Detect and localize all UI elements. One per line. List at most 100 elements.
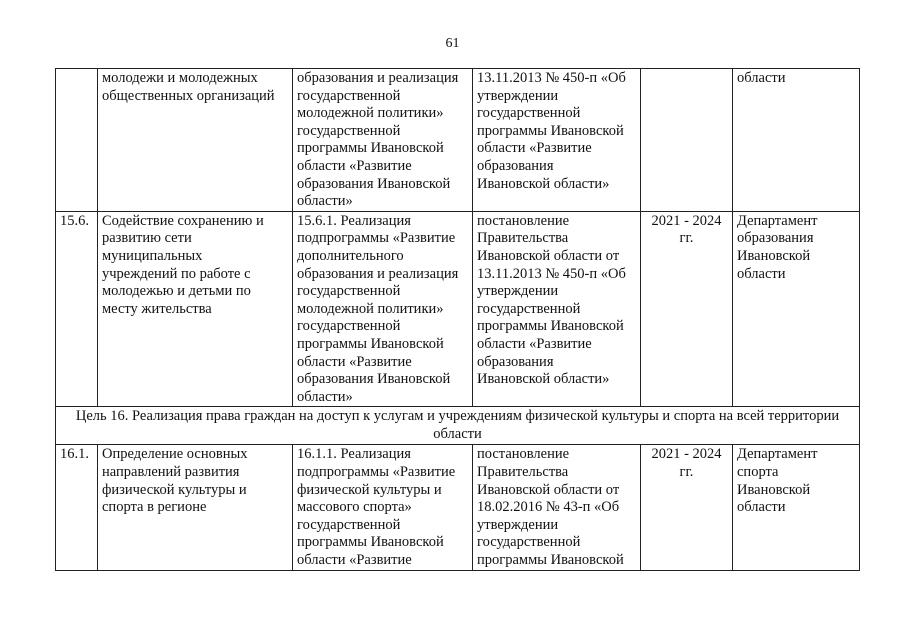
action-cell-line: области «Развитие — [297, 157, 412, 174]
action-cell-line: молодежной политики» — [297, 105, 444, 122]
action-cell: образования и реализация государственной м… — [292, 68, 473, 212]
document-cell-line: Правительства — [477, 230, 569, 247]
measure-cell-line: муниципальных — [102, 247, 203, 264]
measure-cell-line: молодежью и детьми по — [102, 283, 251, 300]
measure-cell-line: направлений развития — [102, 464, 240, 481]
responsible-cell-line: Департамент — [737, 212, 818, 229]
measure-cell-line: месту жительства — [102, 300, 212, 317]
page-number: 61 — [445, 36, 460, 51]
number-cell: 16.1. — [55, 444, 98, 571]
responsible-cell-line: Ивановской — [737, 247, 811, 264]
measure-cell: Содействие сохранению и развитию сети муни… — [97, 210, 293, 408]
measure-cell: молодежи и молодежных общественных органи… — [97, 68, 293, 212]
action-cell-line: 15.6.1. Реализация — [297, 212, 411, 229]
document-cell: постановление Правительства Ивановской обл… — [472, 210, 641, 408]
number-cell — [55, 68, 98, 212]
action-cell-line: массового спорта» — [297, 499, 412, 516]
action-cell-line: области «Развитие — [297, 552, 412, 569]
action-cell-line: программы Ивановской — [297, 140, 444, 157]
document-cell-line: утверждении — [477, 516, 559, 533]
action-cell-line: образования Ивановской — [297, 175, 451, 192]
period-cell-line: гг. — [679, 230, 694, 247]
measures-table: молодежи и молодежных общественных органи… — [55, 68, 860, 571]
document-cell-line: государственной — [477, 300, 581, 317]
document-cell-line: Ивановской области» — [477, 371, 610, 388]
measure-cell-line: Содействие сохранению и — [102, 212, 264, 229]
document-cell-line: государственной — [477, 534, 581, 551]
document-cell-line: постановление — [477, 446, 570, 463]
document-cell-line: постановление — [477, 212, 570, 229]
document-cell: постановление Правительства Ивановской обл… — [472, 444, 641, 571]
responsible-cell-line: области — [737, 265, 786, 282]
action-cell: 16.1.1. Реализация подпрограммы «Развитие… — [292, 444, 473, 571]
measure-cell-line: общественных организаций — [102, 87, 275, 104]
document-cell-line: Правительства — [477, 464, 569, 481]
action-cell-line: области «Развитие — [297, 353, 412, 370]
action-cell-line: области» — [297, 193, 353, 210]
document-cell-line: утверждении — [477, 87, 559, 104]
period-cell: 2021 - 2024 гг. — [640, 444, 733, 571]
responsible-cell: Департамент спорта Ивановской области — [732, 444, 860, 571]
action-cell-line: государственной — [297, 516, 401, 533]
number-cell-line: 15.6. — [60, 212, 89, 229]
action-cell-line: подпрограммы «Развитие — [297, 230, 456, 247]
action-cell: 15.6.1. Реализация подпрограммы «Развитие… — [292, 210, 473, 408]
action-cell-line: образования и реализация — [297, 265, 459, 282]
responsible-cell-line: спорта — [737, 464, 779, 481]
measure-cell-line: учреждений по работе с — [102, 265, 251, 282]
number-cell: 15.6. — [55, 210, 98, 408]
action-cell-line: 16.1.1. Реализация — [297, 446, 411, 463]
action-cell-line: образования Ивановской — [297, 371, 451, 388]
responsible-cell-line: области — [737, 70, 786, 86]
document-cell-line: 13.11.2013 № 450-п «Об — [477, 70, 626, 86]
action-cell-line: государственной — [297, 283, 401, 300]
document-cell-line: утверждении — [477, 283, 559, 300]
document-cell-line: государственной — [477, 105, 581, 122]
document-cell-line: программы Ивановской — [477, 552, 624, 569]
document-cell-line: образования — [477, 353, 554, 370]
period-cell — [640, 68, 733, 212]
measure-cell-line: спорта в регионе — [102, 499, 207, 516]
responsible-cell-line: Ивановской — [737, 481, 811, 498]
period-cell: 2021 - 2024 гг. — [640, 210, 733, 408]
measure-cell-line: Определение основных — [102, 446, 248, 463]
document-cell-line: Ивановской области» — [477, 175, 610, 192]
measure-cell-line: молодежи и молодежных — [102, 70, 258, 86]
document-cell-line: 13.11.2013 № 450-п «Об — [477, 265, 626, 282]
measure-cell-line: физической культуры и — [102, 481, 247, 498]
action-cell-line: государственной — [297, 122, 401, 139]
document-cell-line: области «Развитие — [477, 140, 592, 157]
action-cell-line: программы Ивановской — [297, 534, 444, 551]
measure-cell-line: развитию сети — [102, 230, 192, 247]
responsible-cell-line: образования — [737, 230, 814, 247]
responsible-cell-line: области — [737, 499, 786, 516]
document-cell-line: области «Развитие — [477, 335, 592, 352]
action-cell-line: государственной — [297, 87, 401, 104]
number-cell-line: 16.1. — [60, 446, 89, 463]
document-cell: 13.11.2013 № 450-п «Об утверждении государ… — [472, 68, 641, 212]
action-cell-line: образования и реализация — [297, 70, 459, 86]
table-row: молодежи и молодежных общественных органи… — [55, 68, 860, 212]
goal-row: Цель 16. Реализация права граждан на дос… — [55, 406, 860, 446]
period-cell-line: гг. — [679, 464, 694, 481]
period-cell-line: 2021 - 2024 — [651, 212, 722, 229]
document-cell-line: 18.02.2016 № 43-п «Об — [477, 499, 620, 516]
measure-cell: Определение основных направлений развития… — [97, 444, 293, 571]
goal-cell-line: Цель 16. Реализация права граждан на дос… — [75, 408, 840, 425]
responsible-cell-line: Департамент — [737, 446, 818, 463]
document-cell-line: Ивановской области от — [477, 247, 620, 264]
goal-cell: Цель 16. Реализация права граждан на дос… — [55, 406, 860, 446]
action-cell-line: дополнительного — [297, 247, 404, 264]
document-cell-line: образования — [477, 157, 554, 174]
action-cell-line: программы Ивановской — [297, 335, 444, 352]
action-cell-line: государственной — [297, 318, 401, 335]
action-cell-line: молодежной политики» — [297, 300, 444, 317]
document-cell-line: программы Ивановской — [477, 318, 624, 335]
goal-cell-line: области — [433, 425, 482, 442]
responsible-cell: области — [732, 68, 860, 212]
table-row: 16.1. Определение основных направлений раз… — [55, 444, 860, 571]
table-row: 15.6. Содействие сохранению и развитию сет… — [55, 210, 860, 408]
responsible-cell: Департамент образования Ивановской области — [732, 210, 860, 408]
action-cell-line: области» — [297, 388, 353, 405]
document-cell-line: Ивановской области от — [477, 481, 620, 498]
